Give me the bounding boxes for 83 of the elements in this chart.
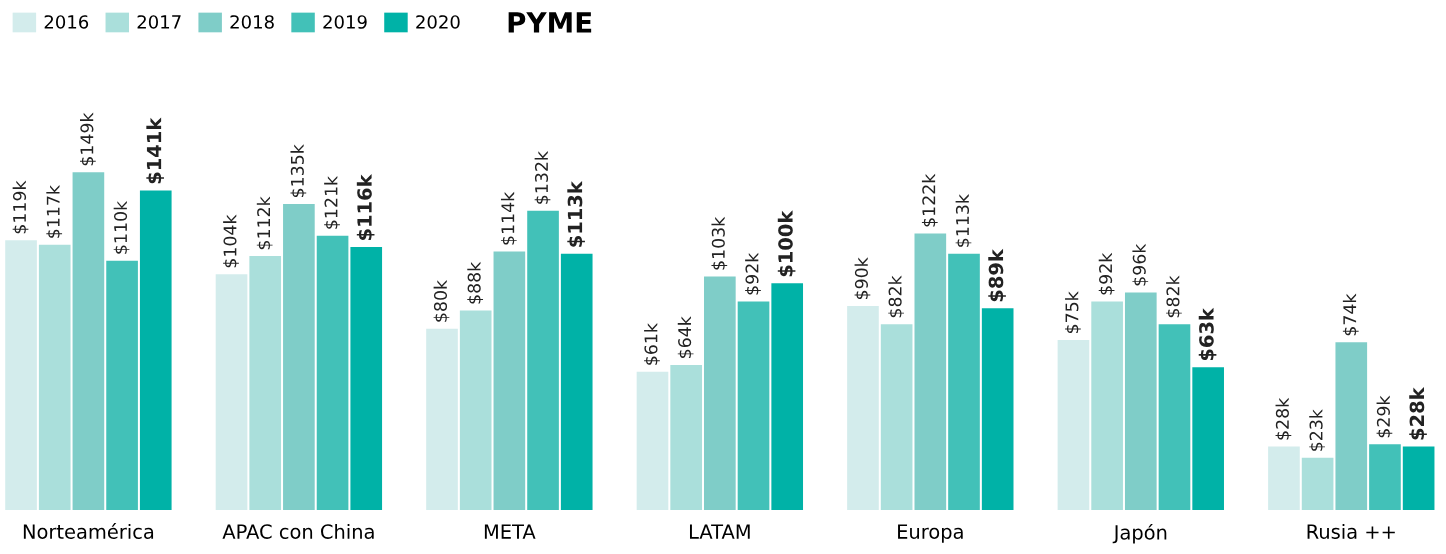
bar <box>880 324 913 510</box>
x-tick-label: APAC con China <box>222 523 374 539</box>
data-label: $74k <box>1342 293 1359 336</box>
data-label: $23k <box>1309 409 1325 451</box>
data-label: $117k <box>46 185 63 238</box>
bar <box>5 240 37 510</box>
bar <box>771 283 804 510</box>
data-label: $121k <box>324 175 340 229</box>
bar <box>948 253 980 510</box>
bar <box>1268 446 1300 510</box>
data-label: $113k <box>567 180 585 247</box>
data-label: $92k <box>745 252 761 295</box>
bar <box>1301 457 1334 510</box>
bar <box>914 233 947 510</box>
bar <box>1124 292 1157 510</box>
data-label: $104k <box>223 214 239 268</box>
data-label: $75k <box>1065 291 1081 333</box>
x-tick-label: Rusia ++ <box>1307 523 1395 539</box>
data-label: $112k <box>256 196 273 250</box>
data-label: $82k <box>1166 275 1182 318</box>
data-label: $64k <box>677 316 694 358</box>
bar <box>283 203 315 510</box>
data-label: $116k <box>356 174 375 240</box>
data-label: $61k <box>644 323 660 365</box>
data-label: $149k <box>80 112 96 166</box>
bar <box>847 305 879 510</box>
bar <box>316 235 349 510</box>
legend-label: 2019 <box>323 15 367 29</box>
data-label: $110k <box>113 200 130 254</box>
bar <box>215 274 248 510</box>
legend-label: 2016 <box>44 15 89 29</box>
data-label: $141k <box>146 117 164 184</box>
bar <box>38 244 71 510</box>
bar <box>72 172 105 510</box>
bar <box>1192 367 1224 510</box>
data-label: $119k <box>12 180 29 234</box>
bar <box>249 256 282 510</box>
data-label: $28k <box>1275 397 1292 440</box>
bar <box>350 247 383 510</box>
bar <box>737 301 770 510</box>
bar <box>1369 444 1401 510</box>
bar <box>704 276 736 510</box>
bar <box>636 371 669 510</box>
legend-label: 2018 <box>230 15 274 29</box>
data-label: $88k <box>467 261 484 304</box>
chart-title: PYME <box>508 12 592 33</box>
bar <box>981 308 1014 510</box>
x-tick-label: META <box>484 524 536 539</box>
data-label: $103k <box>711 216 728 270</box>
data-label: $100k <box>777 210 796 277</box>
bar <box>670 364 702 510</box>
data-label: $96k <box>1132 243 1149 286</box>
bar <box>1057 339 1090 510</box>
bar <box>106 260 138 510</box>
bar <box>493 251 526 510</box>
legend-label: 2017 <box>137 15 181 29</box>
data-label: $63k <box>1198 307 1217 361</box>
data-label: $90k <box>854 257 871 299</box>
bar <box>527 210 559 510</box>
x-tick-label: Europa <box>898 524 963 543</box>
bar <box>1091 301 1123 510</box>
legend-label: 2020 <box>416 15 460 29</box>
bar <box>1402 446 1435 510</box>
data-label: $92k <box>1098 252 1115 295</box>
data-label: $132k <box>534 151 551 204</box>
bar <box>139 190 172 510</box>
x-tick-label: LATAM <box>689 524 750 539</box>
data-label: $122k <box>921 173 938 227</box>
data-label: $82k <box>888 275 904 318</box>
data-label: $80k <box>433 279 450 322</box>
data-label: $29k <box>1376 395 1393 438</box>
bar <box>560 253 593 510</box>
x-tick-label: Norteamérica <box>23 523 154 539</box>
data-label: $113k <box>955 194 972 247</box>
data-label: $28k <box>1409 387 1427 440</box>
data-label: $114k <box>500 191 517 245</box>
data-label: $89k <box>988 248 1006 302</box>
x-tick-label: Japón <box>1112 523 1167 544</box>
bar <box>1335 342 1368 510</box>
data-label: $135k <box>290 144 307 197</box>
bar <box>1158 324 1191 510</box>
bar <box>459 310 492 510</box>
bar <box>426 328 458 510</box>
